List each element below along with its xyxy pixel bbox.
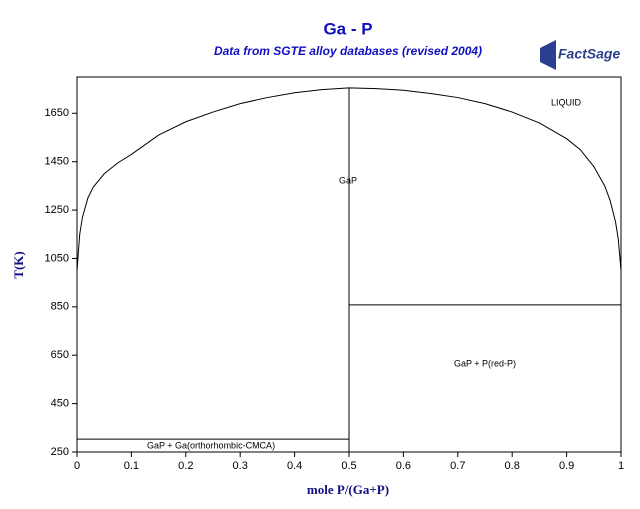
- region-label: GaP + P(red-P): [454, 358, 516, 368]
- x-tick-label: 0.5: [341, 460, 356, 472]
- y-tick-label: 1650: [45, 107, 69, 119]
- region-label: LIQUID: [551, 97, 582, 107]
- x-tick-label: 0.3: [233, 460, 248, 472]
- region-label: GaP: [339, 175, 357, 185]
- y-tick-label: 250: [51, 446, 69, 458]
- x-tick-label: 0.1: [124, 460, 139, 472]
- chart-subtitle: Data from SGTE alloy databases (revised …: [214, 44, 482, 58]
- y-tick-label: 850: [51, 301, 69, 313]
- y-tick-label: 1250: [45, 204, 69, 216]
- y-tick-label: 1450: [45, 156, 69, 168]
- y-tick-label: 1050: [45, 252, 69, 264]
- logo-text: FactSage: [558, 46, 620, 62]
- y-tick-label: 450: [51, 398, 69, 410]
- x-axis-label: mole P/(Ga+P): [307, 482, 389, 497]
- region-label: GaP + Ga(orthorhombic-CMCA): [147, 440, 275, 450]
- y-tick-label: 650: [51, 349, 69, 361]
- x-tick-label: 0: [74, 460, 80, 472]
- chart-title: Ga - P: [323, 19, 372, 38]
- x-tick-label: 0.6: [396, 460, 411, 472]
- x-tick-label: 0.9: [559, 460, 574, 472]
- logo: FactSage: [540, 40, 620, 70]
- x-tick-label: 0.2: [178, 460, 193, 472]
- x-tick-label: 0.8: [505, 460, 520, 472]
- x-tick-label: 1: [618, 460, 624, 472]
- y-axis-label: T(K): [11, 251, 26, 278]
- x-tick-label: 0.7: [450, 460, 465, 472]
- logo-mark: [540, 40, 556, 70]
- x-tick-label: 0.4: [287, 460, 302, 472]
